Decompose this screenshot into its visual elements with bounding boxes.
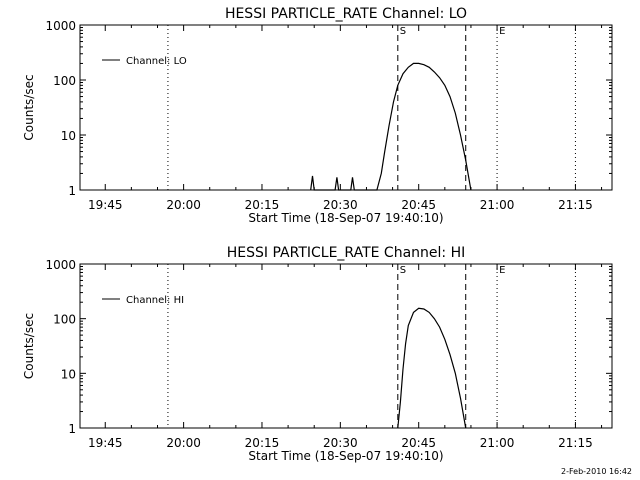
marker-label-s: S: [400, 26, 406, 37]
x-tick-label: 20:45: [401, 436, 436, 450]
legend-label: Channel: HI: [126, 295, 184, 306]
x-tick-label: 20:45: [401, 198, 436, 212]
series-line: [397, 307, 467, 429]
x-tick-label: 20:15: [245, 198, 280, 212]
lo-channel-panel: HESSI PARTICLE_RATE Channel: LO Start Ti…: [22, 6, 613, 225]
x-tick-label: 21:15: [558, 436, 593, 450]
x-tick-label: 21:00: [480, 436, 515, 450]
x-tick-label: 21:15: [558, 198, 593, 212]
chart-title: HESSI PARTICLE_RATE Channel: HI: [227, 245, 465, 261]
y-tick-label: 10: [61, 367, 76, 381]
x-tick-label: 21:00: [480, 198, 515, 212]
marker-label-s: S: [400, 265, 406, 276]
footer-date: 2-Feb-2010 16:42: [561, 467, 632, 476]
marker-label-e: E: [499, 26, 505, 37]
x-axis-label: Start Time (18-Sep-07 19:40:10): [248, 211, 443, 225]
y-tick-label: 1: [68, 184, 76, 198]
series-line: [310, 62, 472, 191]
y-tick-label: 1000: [45, 258, 76, 272]
x-tick-label: 19:45: [88, 436, 123, 450]
x-tick-label: 20:00: [166, 198, 201, 212]
hi-channel-panel: HESSI PARTICLE_RATE Channel: HI Start Ti…: [22, 245, 613, 463]
x-tick-label: 20:30: [323, 436, 358, 450]
y-tick-label: 10: [61, 129, 76, 143]
y-axis-label: Counts/sec: [22, 313, 36, 379]
y-tick-label: 100: [53, 313, 76, 327]
y-axis-label: Counts/sec: [22, 74, 36, 140]
x-tick-label: 20:00: [166, 436, 201, 450]
chart-title: HESSI PARTICLE_RATE Channel: LO: [225, 6, 467, 22]
x-tick-label: 20:30: [323, 198, 358, 212]
legend-label: Channel: LO: [126, 56, 187, 67]
marker-label-e: E: [499, 265, 505, 276]
x-axis-label: Start Time (18-Sep-07 19:40:10): [248, 449, 443, 463]
x-tick-label: 20:15: [245, 436, 280, 450]
y-tick-label: 100: [53, 74, 76, 88]
plot-frame: [79, 24, 613, 191]
y-tick-label: 1000: [45, 19, 76, 33]
plot-frame: [79, 263, 613, 429]
x-tick-label: 19:45: [88, 198, 123, 212]
y-tick-label: 1: [68, 422, 76, 436]
